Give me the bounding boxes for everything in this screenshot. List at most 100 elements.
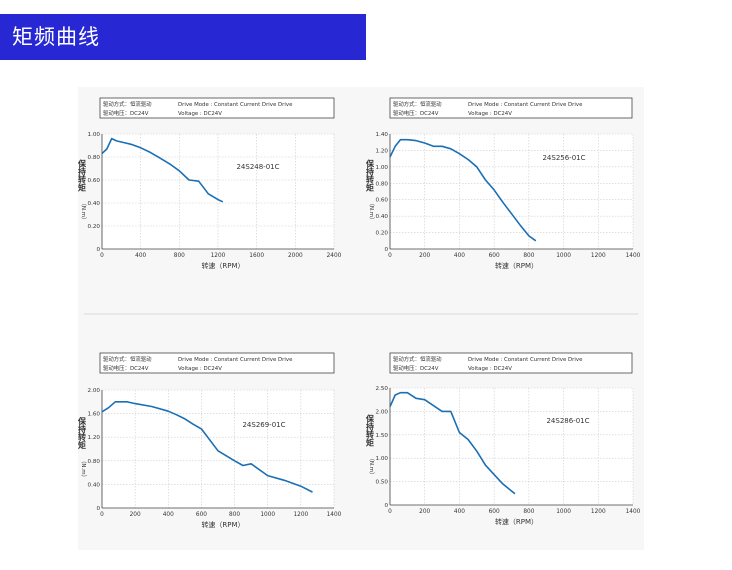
y-tick-label: 0.50 (376, 480, 389, 486)
y-axis-label: 保持转矩 (365, 159, 375, 193)
x-tick-label: 1200 (293, 512, 308, 518)
x-tick-label: 800 (174, 253, 185, 259)
y-axis-unit: （N.m） (80, 458, 87, 480)
x-tick-label: 1200 (591, 509, 606, 515)
model-label: 24S248-01C (236, 163, 279, 171)
drive-voltage-en: Voltage : DC24V (178, 111, 222, 117)
x-tick-label: 2400 (327, 253, 342, 259)
x-tick-label: 0 (388, 253, 392, 259)
drive-mode-en: Drive Mode : Constant Current Drive Driv… (468, 102, 583, 108)
y-tick-label: 1.40 (376, 132, 389, 138)
plot-area (390, 388, 633, 505)
model-label: 24S286-01C (546, 417, 589, 425)
y-tick-label: 0 (96, 506, 100, 512)
drive-mode-cn: 驱动方式：恒流驱动 (393, 100, 442, 108)
y-axis-label: 保持转矩 (365, 414, 375, 448)
y-axis-unit: （N.m） (368, 455, 375, 477)
y-axis-unit: （N.m） (368, 200, 375, 222)
drive-voltage-cn: 驱动电压：DC24V (103, 364, 149, 372)
y-axis-label: 保持转矩 (78, 416, 87, 450)
drive-info-box (389, 352, 633, 374)
x-tick-label: 1400 (327, 512, 342, 518)
y-tick-label: 0.80 (88, 459, 101, 465)
x-tick-label: 1400 (626, 253, 641, 259)
x-tick-label: 800 (523, 253, 534, 259)
x-tick-label: 200 (130, 512, 141, 518)
y-tick-label: 1.00 (376, 165, 389, 171)
y-tick-label: 1.20 (376, 148, 389, 154)
drive-info-box (389, 97, 633, 119)
chart-panel: 驱动方式：恒流驱动 Drive Mode : Constant Current D… (78, 87, 644, 550)
x-axis-label: 转速（RPM） (495, 261, 538, 270)
drive-mode-cn: 驱动方式：恒流驱动 (103, 100, 152, 108)
drive-mode-cn: 驱动方式：恒流驱动 (103, 355, 152, 363)
y-tick-label: 0.40 (88, 201, 101, 207)
drive-mode-cn: 驱动方式：恒流驱动 (393, 355, 442, 363)
x-tick-label: 400 (454, 253, 465, 259)
y-tick-label: 0.60 (376, 198, 389, 204)
y-tick-label: 0 (384, 247, 388, 253)
x-tick-label: 800 (523, 509, 534, 515)
torque-curve (101, 137, 224, 203)
x-tick-label: 0 (388, 509, 392, 515)
x-tick-label: 400 (135, 253, 146, 259)
y-tick-label: 2.00 (88, 388, 101, 394)
y-tick-label: 1.50 (376, 433, 389, 439)
y-tick-label: 0.20 (376, 231, 389, 237)
torque-chart-3: 驱动方式：恒流驱动 Drive Mode : Constant Current D… (78, 352, 342, 529)
model-label: 24S269-01C (242, 421, 285, 429)
x-tick-label: 1000 (260, 512, 275, 518)
x-tick-label: 400 (454, 509, 465, 515)
section-title: 矩频曲线 (12, 25, 100, 49)
y-tick-label: 0.60 (88, 178, 101, 184)
drive-voltage-cn: 驱动电压：DC24V (393, 109, 439, 117)
x-axis-label: 转速（RPM） (201, 261, 244, 270)
plot-area (390, 134, 633, 249)
drive-voltage-en: Voltage : DC24V (468, 111, 512, 117)
y-tick-label: 1.60 (88, 412, 101, 418)
y-tick-label: 0.40 (88, 482, 101, 488)
drive-voltage-en: Voltage : DC24V (178, 366, 222, 372)
x-tick-label: 400 (163, 512, 174, 518)
x-tick-label: 1600 (249, 253, 264, 259)
drive-voltage-en: Voltage : DC24V (468, 366, 512, 372)
torque-frequency-charts: 驱动方式：恒流驱动 Drive Mode : Constant Current D… (78, 97, 641, 529)
drive-mode-en: Drive Mode : Constant Current Drive Driv… (178, 102, 293, 108)
x-tick-label: 1200 (211, 253, 226, 259)
x-tick-label: 1000 (556, 253, 571, 259)
x-tick-label: 0 (100, 512, 104, 518)
y-axis-unit: （N.m） (80, 200, 87, 222)
drive-mode-en: Drive Mode : Constant Current Drive Driv… (178, 357, 293, 363)
x-tick-label: 1400 (626, 509, 641, 515)
y-tick-label: 0.20 (88, 224, 101, 230)
y-tick-label: 0 (384, 503, 388, 509)
x-tick-label: 1200 (591, 253, 606, 259)
y-tick-label: 2.50 (376, 386, 389, 392)
model-label: 24S256-01C (542, 154, 585, 162)
plot-area (102, 390, 334, 508)
y-tick-label: 1.00 (88, 132, 101, 138)
y-tick-label: 0.80 (376, 181, 389, 187)
y-tick-label: 0.40 (376, 214, 389, 220)
y-tick-label: 2.00 (376, 409, 389, 415)
drive-info-box (99, 97, 335, 119)
x-axis-label: 转速（RPM） (495, 517, 538, 526)
x-tick-label: 600 (489, 509, 500, 515)
x-tick-label: 1000 (556, 509, 571, 515)
drive-voltage-cn: 驱动电压：DC24V (393, 364, 439, 372)
torque-curve (389, 391, 516, 495)
torque-chart-4: 驱动方式：恒流驱动 Drive Mode : Constant Current D… (365, 352, 641, 526)
x-tick-label: 600 (489, 253, 500, 259)
x-tick-label: 200 (419, 509, 430, 515)
x-tick-label: 2000 (288, 253, 303, 259)
x-tick-label: 200 (419, 253, 430, 259)
x-axis-label: 转速（RPM） (201, 520, 244, 529)
x-tick-label: 800 (229, 512, 240, 518)
torque-chart-2: 驱动方式：恒流驱动 Drive Mode : Constant Current D… (365, 97, 641, 270)
y-axis-label: 保持转矩 (78, 159, 87, 193)
torque-curve (101, 400, 313, 493)
section-banner: 矩频曲线 (0, 14, 366, 60)
y-tick-label: 0.80 (88, 155, 101, 161)
drive-info-box (99, 352, 335, 374)
y-tick-label: 1.20 (88, 435, 101, 441)
